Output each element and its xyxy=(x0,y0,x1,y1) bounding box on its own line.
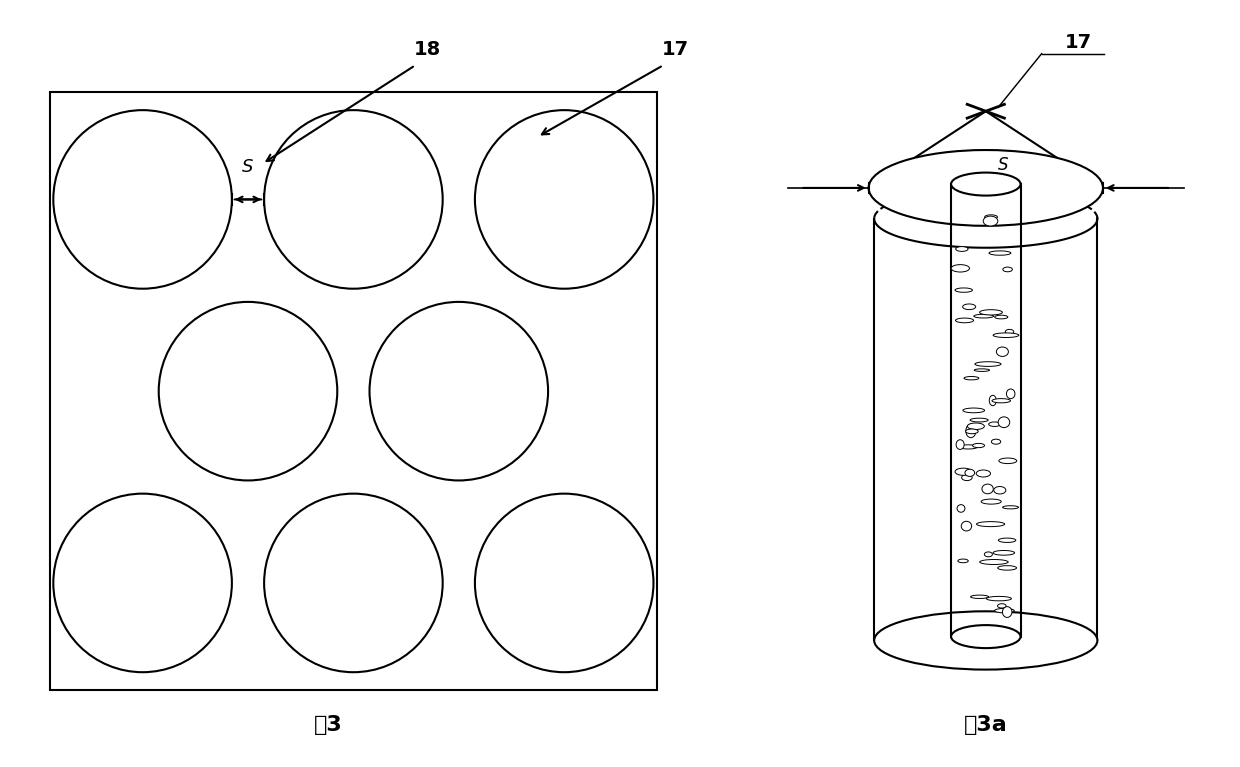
Ellipse shape xyxy=(966,429,978,433)
Ellipse shape xyxy=(963,377,978,380)
Ellipse shape xyxy=(955,468,972,476)
Text: 图3: 图3 xyxy=(314,715,343,735)
Ellipse shape xyxy=(990,395,996,406)
Ellipse shape xyxy=(1003,267,1012,272)
Ellipse shape xyxy=(997,604,1006,608)
Ellipse shape xyxy=(993,486,1006,494)
Ellipse shape xyxy=(981,499,1001,504)
Ellipse shape xyxy=(1007,389,1016,399)
Ellipse shape xyxy=(999,458,1017,463)
Ellipse shape xyxy=(972,443,985,448)
Ellipse shape xyxy=(991,439,1001,444)
Ellipse shape xyxy=(264,494,443,672)
Text: 18: 18 xyxy=(414,41,441,59)
Ellipse shape xyxy=(874,611,1097,670)
Text: 图3a: 图3a xyxy=(963,715,1008,735)
Ellipse shape xyxy=(475,494,653,672)
Ellipse shape xyxy=(994,315,1008,319)
Ellipse shape xyxy=(975,369,990,371)
Ellipse shape xyxy=(994,608,1014,613)
Ellipse shape xyxy=(973,314,993,318)
Ellipse shape xyxy=(957,559,968,563)
Ellipse shape xyxy=(992,399,1011,403)
Ellipse shape xyxy=(868,150,1104,225)
Ellipse shape xyxy=(990,251,1011,255)
Ellipse shape xyxy=(1003,505,1018,509)
Ellipse shape xyxy=(956,439,965,449)
Text: 17: 17 xyxy=(1065,33,1092,51)
Ellipse shape xyxy=(985,215,997,219)
Ellipse shape xyxy=(977,522,1004,527)
Text: S: S xyxy=(998,156,1008,174)
Ellipse shape xyxy=(961,522,972,531)
Ellipse shape xyxy=(966,424,976,438)
Ellipse shape xyxy=(997,347,1008,357)
Ellipse shape xyxy=(967,423,985,430)
Ellipse shape xyxy=(998,416,1009,428)
Ellipse shape xyxy=(963,408,985,413)
Ellipse shape xyxy=(980,559,1008,565)
Ellipse shape xyxy=(1002,607,1012,617)
Text: 17: 17 xyxy=(662,41,689,59)
Ellipse shape xyxy=(957,505,965,512)
Ellipse shape xyxy=(955,288,972,292)
Ellipse shape xyxy=(951,173,1021,196)
Bar xyxy=(50,92,657,690)
Ellipse shape xyxy=(951,265,970,272)
Ellipse shape xyxy=(53,110,232,288)
Ellipse shape xyxy=(993,551,1014,555)
Ellipse shape xyxy=(971,595,988,598)
Ellipse shape xyxy=(985,552,992,557)
Ellipse shape xyxy=(998,538,1016,542)
Ellipse shape xyxy=(370,302,548,480)
Ellipse shape xyxy=(960,445,977,449)
Ellipse shape xyxy=(962,475,972,481)
Ellipse shape xyxy=(951,625,1021,648)
Ellipse shape xyxy=(980,310,1002,315)
Ellipse shape xyxy=(998,566,1017,570)
Ellipse shape xyxy=(264,110,443,288)
Ellipse shape xyxy=(475,110,653,288)
Ellipse shape xyxy=(965,469,975,476)
Ellipse shape xyxy=(982,484,993,494)
Ellipse shape xyxy=(976,470,991,477)
Ellipse shape xyxy=(993,333,1019,337)
Ellipse shape xyxy=(962,304,976,310)
Ellipse shape xyxy=(956,318,973,323)
Ellipse shape xyxy=(988,422,1001,426)
Ellipse shape xyxy=(159,302,337,480)
Ellipse shape xyxy=(975,362,1001,367)
Ellipse shape xyxy=(1006,329,1014,334)
Ellipse shape xyxy=(53,494,232,672)
Text: S: S xyxy=(242,159,254,176)
Ellipse shape xyxy=(983,216,998,226)
Ellipse shape xyxy=(956,246,968,252)
Ellipse shape xyxy=(970,418,988,422)
Ellipse shape xyxy=(986,597,1012,601)
